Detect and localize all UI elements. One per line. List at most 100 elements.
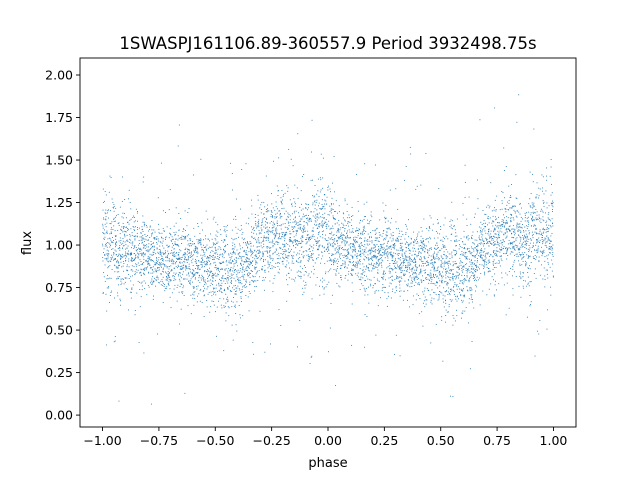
data-point (243, 274, 245, 276)
data-point (305, 206, 307, 208)
data-point (200, 244, 202, 246)
data-point (182, 230, 184, 232)
data-point (188, 249, 190, 250)
data-point (474, 247, 476, 249)
data-point (409, 306, 411, 308)
data-point (387, 266, 389, 268)
data-point (160, 284, 162, 286)
data-point (487, 253, 489, 255)
data-point (422, 265, 424, 267)
data-point (196, 256, 198, 258)
data-point (424, 269, 426, 271)
data-point (293, 227, 295, 229)
data-point (418, 282, 420, 283)
data-point (235, 219, 237, 221)
data-point (424, 272, 426, 274)
data-point (264, 271, 266, 273)
data-point (248, 243, 250, 245)
data-point (450, 240, 452, 242)
data-point (218, 283, 220, 285)
data-point (223, 289, 225, 291)
data-point (443, 287, 445, 289)
data-point (360, 279, 362, 281)
data-point (461, 274, 463, 276)
data-point (285, 250, 287, 252)
data-point (443, 245, 445, 247)
data-point (484, 248, 486, 250)
data-point (271, 242, 273, 244)
data-point (276, 229, 278, 231)
data-point (407, 265, 409, 267)
data-point (302, 287, 304, 289)
data-point (315, 244, 317, 246)
data-point (119, 206, 121, 208)
data-point (135, 257, 137, 258)
data-point (441, 280, 443, 282)
data-point (157, 277, 159, 278)
data-point (302, 235, 304, 237)
data-point (433, 276, 434, 278)
data-point (224, 268, 226, 270)
data-point (487, 268, 489, 269)
data-point (169, 296, 171, 298)
data-point (485, 232, 487, 234)
data-point (411, 260, 413, 262)
data-point (463, 294, 465, 296)
data-point (503, 253, 505, 255)
data-point (300, 261, 302, 263)
data-point (137, 244, 139, 246)
data-point (107, 253, 109, 255)
data-point (492, 225, 494, 227)
data-point (141, 252, 143, 254)
data-point (466, 256, 468, 258)
data-point (178, 245, 180, 247)
data-point (397, 266, 399, 268)
data-point (491, 222, 493, 224)
data-point (505, 248, 507, 250)
data-point (120, 284, 122, 285)
data-point (106, 232, 108, 234)
data-point (149, 226, 151, 228)
data-point (328, 281, 330, 283)
data-point (461, 247, 463, 248)
data-point (418, 295, 419, 296)
data-point (380, 258, 382, 259)
data-point (506, 235, 508, 237)
data-point (333, 217, 334, 219)
data-point (312, 179, 313, 181)
data-point (103, 252, 104, 254)
data-point (439, 271, 441, 273)
data-point (345, 237, 347, 239)
data-point (433, 298, 435, 300)
data-point (221, 240, 223, 241)
data-point (245, 163, 247, 165)
data-point (450, 300, 452, 302)
data-point (503, 247, 504, 249)
data-point (302, 256, 304, 258)
data-point (455, 232, 457, 234)
data-point (234, 252, 236, 254)
data-point (276, 217, 277, 219)
data-point (359, 263, 361, 265)
data-point (342, 234, 344, 236)
data-point (245, 295, 247, 296)
data-point (350, 274, 352, 276)
data-point (179, 275, 181, 277)
data-point (233, 258, 235, 260)
data-point (460, 294, 462, 296)
data-point (364, 294, 366, 296)
data-point (186, 278, 188, 280)
data-point (139, 247, 141, 249)
data-point (355, 242, 357, 244)
data-point (304, 227, 306, 229)
data-point (482, 259, 484, 261)
data-point (280, 197, 282, 199)
data-point (506, 201, 508, 203)
data-point (389, 237, 391, 239)
data-point (257, 238, 259, 240)
data-point (487, 217, 489, 219)
data-point (508, 209, 510, 211)
data-point (506, 258, 508, 260)
data-point (321, 199, 323, 201)
data-point (136, 232, 138, 234)
